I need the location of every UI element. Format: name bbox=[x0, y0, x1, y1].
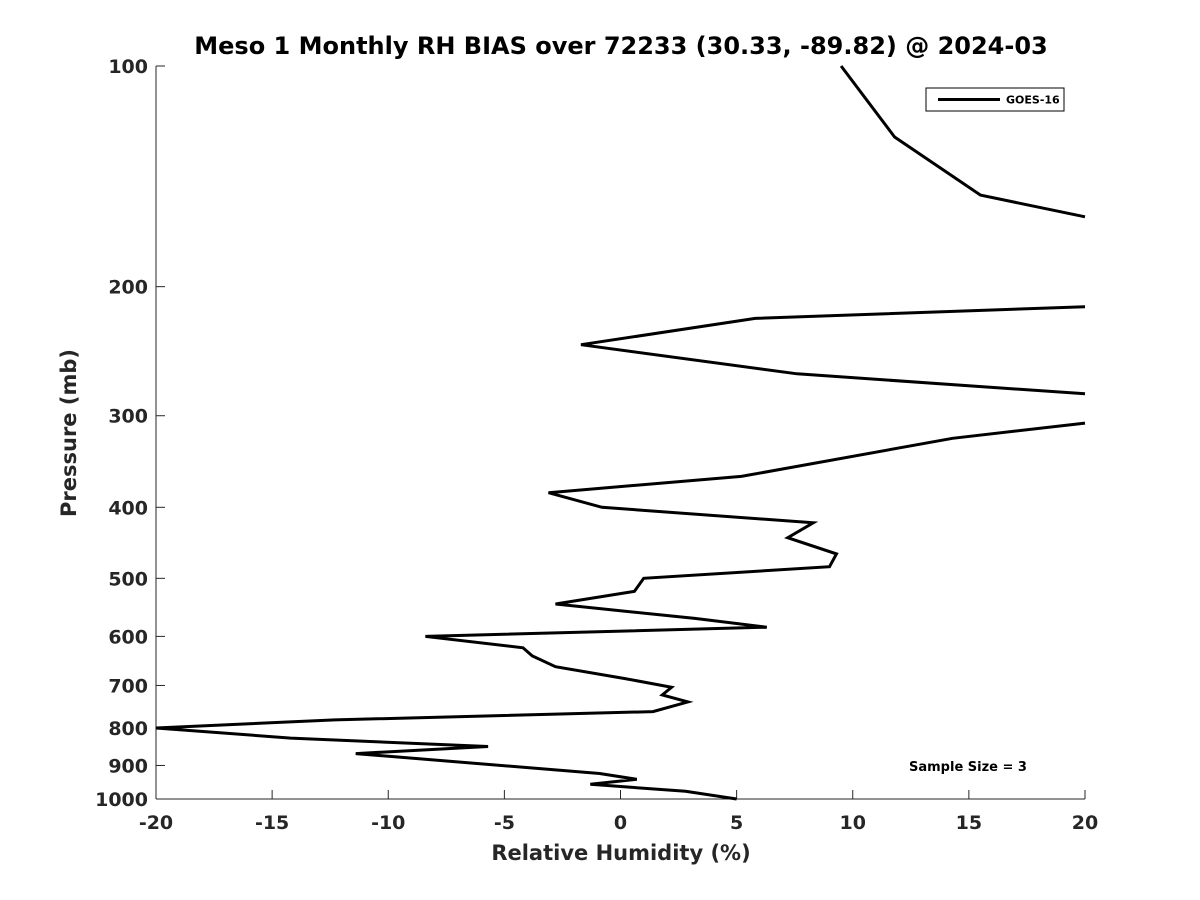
x-tick-label: 10 bbox=[840, 812, 866, 834]
sample-size-annotation: Sample Size = 3 bbox=[909, 760, 1027, 775]
y-tick-label: 900 bbox=[108, 755, 148, 777]
y-axis-label: Pressure (mb) bbox=[57, 349, 81, 517]
y-tick-label: 1000 bbox=[95, 789, 148, 811]
x-tick-label: -20 bbox=[139, 812, 173, 834]
y-tick-label: 100 bbox=[108, 56, 148, 78]
x-tick-label: 5 bbox=[730, 812, 743, 834]
chart-title: Meso 1 Monthly RH BIAS over 72233 (30.33… bbox=[194, 32, 1047, 60]
y-tick-label: 400 bbox=[108, 497, 148, 519]
x-axis-label: Relative Humidity (%) bbox=[491, 841, 750, 865]
legend-label-goes16: GOES-16 bbox=[1006, 94, 1060, 107]
y-tick-label: 800 bbox=[108, 718, 148, 740]
y-tick-label: 300 bbox=[108, 406, 148, 428]
series-line-goes16 bbox=[155, 65, 1086, 801]
plot-axes: -20 -15 -10 -5 0 5 10 15 20 100 200 300 400 500 600 700… bbox=[95, 56, 1098, 834]
x-tick-label: -5 bbox=[494, 812, 515, 834]
plot-series bbox=[155, 65, 1086, 801]
y-tick-label: 600 bbox=[108, 626, 148, 648]
legend: GOES-16 bbox=[925, 87, 1065, 112]
y-tick-label: 200 bbox=[108, 277, 148, 299]
x-tick-label: -10 bbox=[371, 812, 405, 834]
x-tick-label: 20 bbox=[1072, 812, 1098, 834]
x-tick-label: -15 bbox=[255, 812, 289, 834]
x-tick-label: 0 bbox=[614, 812, 627, 834]
y-tick-label: 500 bbox=[108, 568, 148, 590]
y-tick-label: 700 bbox=[108, 675, 148, 697]
x-tick-label: 15 bbox=[956, 812, 982, 834]
